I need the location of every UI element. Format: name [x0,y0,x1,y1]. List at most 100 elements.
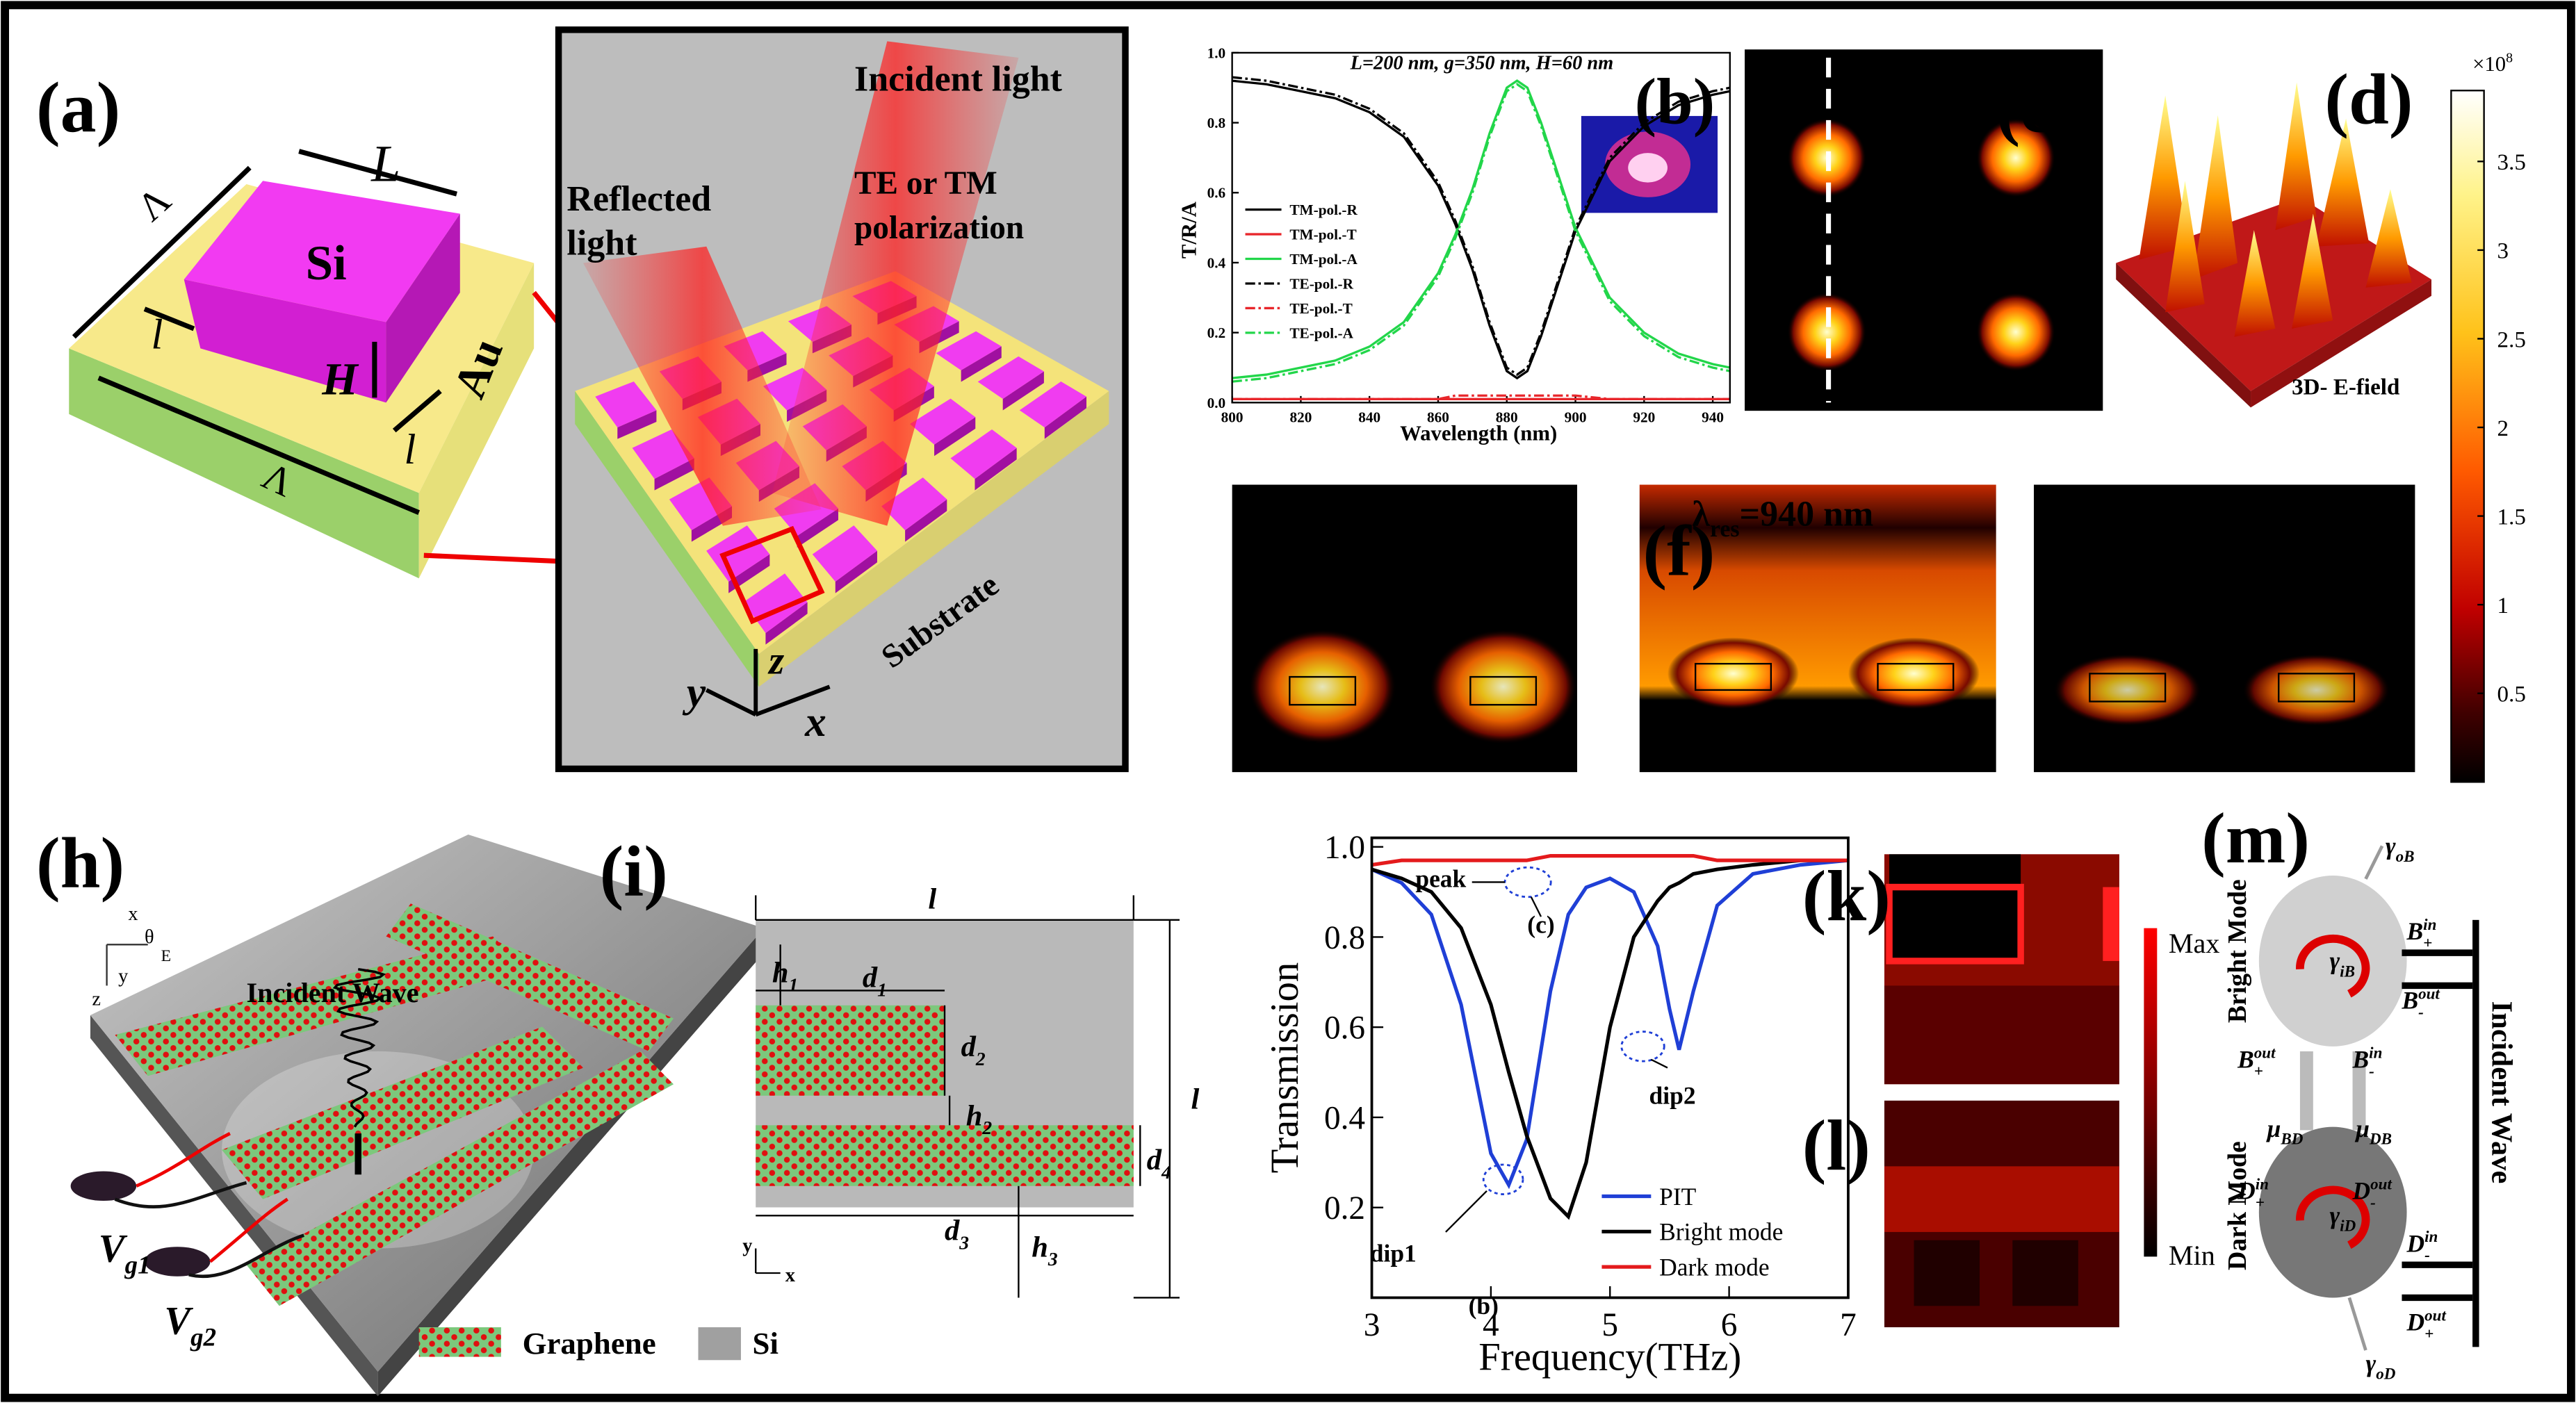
legend-label: TE-pol.-A [1289,325,1353,341]
si-block [977,356,1044,399]
annotation: (b) [1469,1292,1499,1320]
symbol-base: B [2406,917,2424,945]
label-text: E [161,947,171,965]
legend-text: Graphene [523,1326,656,1361]
resonance-base: λ [1889,363,1907,403]
label-text: TE or TM [854,165,997,202]
symbol-sup: in [2256,1174,2269,1192]
x-tick-label: 820 [1289,409,1312,426]
si-block [950,429,1017,479]
x-tick-label: 860 [1427,409,1449,426]
y-tick-label: 0.8 [1324,920,1365,956]
si-block-side [654,458,694,491]
resonance-rest: =885 nm [1342,495,1476,534]
reflected-beam [583,246,822,526]
label-text: l [404,426,416,473]
x-tick-label: 900 [1565,409,1587,426]
si-block [1019,381,1087,428]
y-tick-label: 0.6 [1324,1010,1365,1047]
series-line [1232,83,1731,383]
panel-label: (a) [36,67,120,147]
symbol: Bout + [2237,1043,2276,1080]
dimension-label-sub: 2 [975,1048,986,1069]
panel-label: (l) [1802,1106,1870,1185]
symbol-base: γ [2329,1201,2340,1229]
gate-label-sub: g2 [190,1322,216,1351]
incident-label: Incident Wave [2485,1001,2518,1184]
label-text: polarization [854,210,1024,246]
dimension-label-base: d [863,962,878,994]
symbol-sup: out [2418,984,2440,1002]
colorbar-multiplier-sup: 8 [2506,51,2513,66]
si-block-side [934,417,976,457]
symbol-base: B [2352,1046,2370,1074]
dimension-label-base: d [945,1215,960,1247]
unit-cell-2d [755,895,1180,1299]
legend-label: TM-pol.-R [1289,202,1358,218]
label-text: Si [306,236,347,290]
label-text: θ [145,926,154,948]
symbol: Dout - [2352,1174,2392,1211]
series-line [1232,76,1731,377]
symbol: γiD [2329,1201,2356,1235]
label-text: y [118,966,129,987]
caption: Norm. E-field [1298,736,1453,765]
si-block [812,525,877,582]
series-line [1232,394,1730,400]
dimension-label-sub: 1 [877,979,887,1001]
unit-cell [719,525,825,625]
resonance-base: λ [2119,495,2137,534]
symbol-base: γ [2365,1349,2376,1377]
si-block [881,477,947,531]
colorbar-label: Max [2169,928,2220,959]
resonance-rest: =885 nm [1937,363,2071,403]
axes-triad [705,648,831,717]
plot-frame [1231,51,1731,404]
si-block-side [905,499,947,542]
symbol-base: D [2406,1308,2425,1336]
panel-label: (h) [36,823,124,903]
annotation: dip2 [1649,1082,1696,1110]
dimension-label-sub: 3 [959,1231,969,1253]
plot-frame [1370,836,1850,1299]
symbol-sub: - [2369,1062,2374,1080]
resonance: λres=885 nm [1889,363,2071,411]
coupling-diagram [2258,845,2479,1351]
si-block [595,381,657,428]
legend-label: Bright mode [1659,1218,1783,1246]
symbol-sup: in [2424,1227,2438,1245]
x-axis-label: Frequency(THz) [1478,1335,1741,1379]
dimension-label-base: h [966,1099,983,1132]
axis-label: x [785,1265,796,1286]
dimension-arrows [72,149,457,515]
caption: Norm. H-field [2103,736,2260,765]
label-text: Reflected [566,179,711,219]
panel-label: (d) [2324,60,2413,140]
panel-label: (f) [1643,511,1715,591]
y-tick-label: 0.8 [1207,115,1226,131]
dimension-label: d2 [961,1031,986,1069]
resonance: λres=940 nm [1692,495,1873,543]
field-k [1884,854,2119,1085]
dimension-label: l [928,883,936,915]
y-tick-label: 0.2 [1324,1190,1365,1226]
si-side [386,213,460,403]
symbol: Bout - [2401,984,2440,1021]
axis-label: y [742,1235,752,1256]
si-block [910,398,976,445]
dimension-label-sub: 1 [789,974,799,995]
symbol-sub: oB [2396,847,2415,865]
colorbar-tick-label: 1 [2497,593,2509,618]
y-tick-label: 1.0 [1207,44,1226,61]
label-text: x [804,698,826,746]
symbol: Bin + [2406,915,2437,952]
gate-label-base: V [99,1226,128,1270]
resonance-base: λ [1692,495,1710,534]
label-text: Incident Wave [247,977,419,1008]
gate-label: Vg1 [99,1226,151,1279]
symbol-sup: out [2254,1043,2276,1061]
symbol-sub: - [2370,1193,2376,1211]
legend-label: TE-pol.-T [1289,300,1352,317]
symbol-sub: iD [2340,1217,2356,1235]
resonance-base: λ [1294,495,1312,534]
